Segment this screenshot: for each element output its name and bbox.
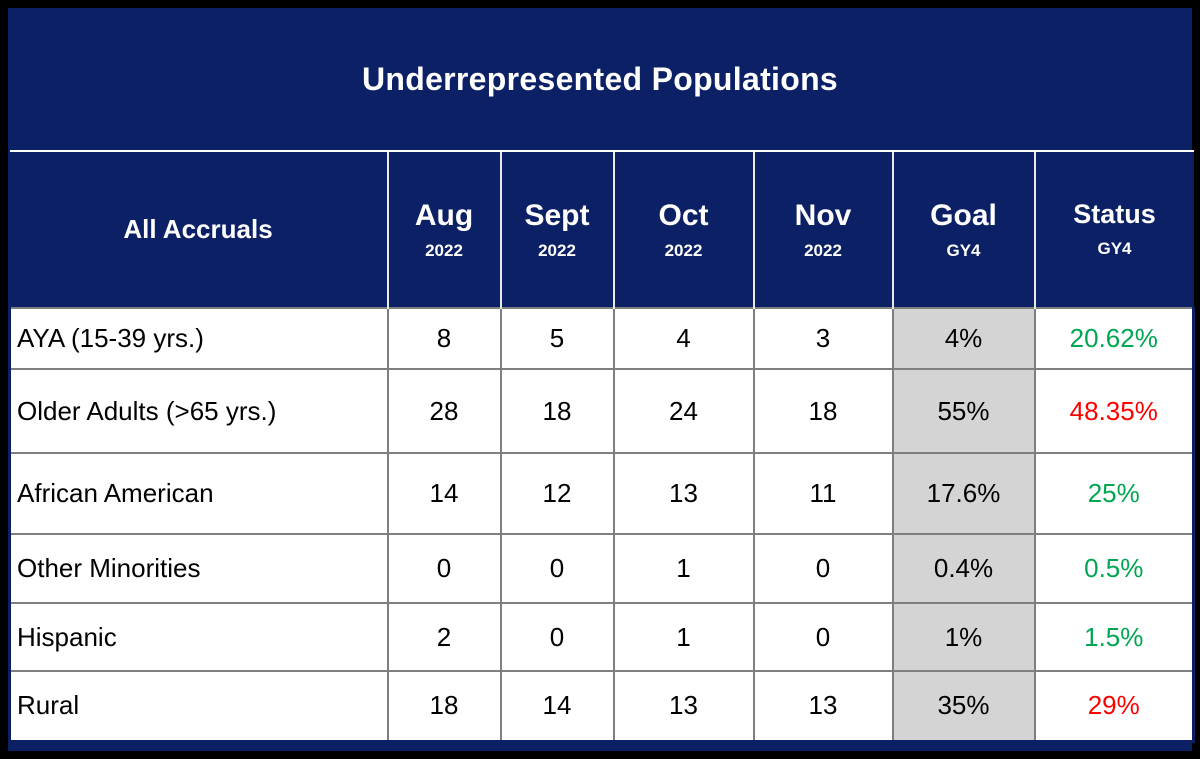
column-sublabel: 2022 xyxy=(538,240,576,260)
status-cell: 48.35% xyxy=(1033,368,1195,454)
value-cell: 1 xyxy=(612,533,755,604)
column-header-all-accruals: All Accruals xyxy=(9,150,388,308)
column-label: Aug xyxy=(414,198,474,232)
value-cell: 0 xyxy=(499,602,615,672)
value-cell: 24 xyxy=(612,368,755,454)
column-label: All Accruals xyxy=(123,214,273,244)
table-row-hispanic: Hispanic 2 0 1 0 1% 1.5% xyxy=(8,602,1195,672)
value-cell: 5 xyxy=(499,307,615,370)
column-sublabel: GY4 xyxy=(946,240,981,260)
column-sublabel: GY4 xyxy=(1097,238,1132,258)
row-label-cell: African American xyxy=(8,452,389,535)
column-header-oct: Oct 2022 xyxy=(612,150,754,308)
status-cell: 0.5% xyxy=(1033,533,1195,604)
goal-cell: 35% xyxy=(891,670,1036,743)
column-sublabel: 2022 xyxy=(425,240,463,260)
table-row-aya: AYA (15-39 yrs.) 8 5 4 3 4% 20.62% xyxy=(8,307,1195,370)
header-row: All Accruals Aug 2022 Sept 2022 Oct 2022… xyxy=(9,150,1194,308)
column-header-status: Status GY4 xyxy=(1033,150,1194,308)
column-label: Status xyxy=(1073,199,1156,230)
row-label-cell: Hispanic xyxy=(8,602,389,672)
value-cell: 11 xyxy=(752,452,894,535)
status-cell: 29% xyxy=(1033,670,1195,743)
slide-background: Underrepresented Populations All Accrual… xyxy=(8,8,1195,751)
value-cell: 12 xyxy=(499,452,615,535)
status-cell: 25% xyxy=(1033,452,1195,535)
table-row-older-adults: Older Adults (>65 yrs.) 28 18 24 18 55% … xyxy=(8,368,1195,454)
row-label-cell: AYA (15-39 yrs.) xyxy=(8,307,389,370)
row-label-cell: Rural xyxy=(8,670,389,743)
value-cell: 14 xyxy=(386,452,502,535)
page-title: Underrepresented Populations xyxy=(361,60,839,97)
value-cell: 1 xyxy=(612,602,755,672)
column-label: Oct xyxy=(658,198,709,232)
row-label-cell: Older Adults (>65 yrs.) xyxy=(8,368,389,454)
goal-cell: 1% xyxy=(891,602,1036,672)
value-cell: 13 xyxy=(612,670,755,743)
value-cell: 14 xyxy=(499,670,615,743)
column-label: Sept xyxy=(524,198,590,232)
title-bar: Underrepresented Populations xyxy=(8,8,1192,150)
value-cell: 0 xyxy=(386,533,502,604)
goal-cell: 17.6% xyxy=(891,452,1036,535)
table-row-other-minorities: Other Minorities 0 0 1 0 0.4% 0.5% xyxy=(8,533,1195,604)
value-cell: 2 xyxy=(386,602,502,672)
status-cell: 20.62% xyxy=(1033,307,1195,370)
value-cell: 0 xyxy=(499,533,615,604)
status-cell: 1.5% xyxy=(1033,602,1195,672)
column-header-aug: Aug 2022 xyxy=(386,150,501,308)
value-cell: 28 xyxy=(386,368,502,454)
value-cell: 18 xyxy=(499,368,615,454)
accruals-table: All Accruals Aug 2022 Sept 2022 Oct 2022… xyxy=(8,150,1195,743)
column-header-goal: Goal GY4 xyxy=(891,150,1035,308)
column-header-nov: Nov 2022 xyxy=(752,150,893,308)
column-label: Nov xyxy=(794,198,852,232)
row-label-cell: Other Minorities xyxy=(8,533,389,604)
goal-cell: 0.4% xyxy=(891,533,1036,604)
value-cell: 8 xyxy=(386,307,502,370)
value-cell: 3 xyxy=(752,307,894,370)
value-cell: 13 xyxy=(612,452,755,535)
column-label: Goal xyxy=(930,198,997,232)
value-cell: 18 xyxy=(386,670,502,743)
value-cell: 0 xyxy=(752,602,894,672)
column-sublabel: 2022 xyxy=(664,240,703,260)
column-sublabel: 2022 xyxy=(804,240,842,260)
table-row-rural: Rural 18 14 13 13 35% 29% xyxy=(8,670,1195,743)
goal-cell: 55% xyxy=(891,368,1036,454)
column-header-sept: Sept 2022 xyxy=(499,150,614,308)
value-cell: 0 xyxy=(752,533,894,604)
value-cell: 13 xyxy=(752,670,894,743)
table-row-african-american: African American 14 12 13 11 17.6% 25% xyxy=(8,452,1195,535)
value-cell: 4 xyxy=(612,307,755,370)
value-cell: 18 xyxy=(752,368,894,454)
goal-cell: 4% xyxy=(891,307,1036,370)
